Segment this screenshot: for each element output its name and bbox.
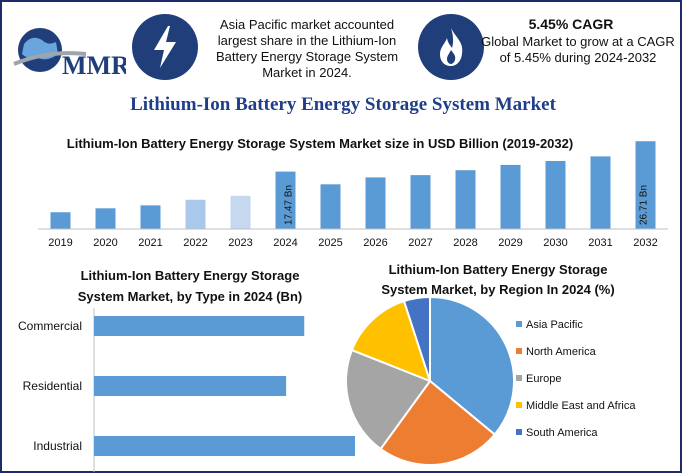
bar-2028: [455, 170, 476, 229]
bar-2026: [365, 177, 386, 229]
region-legend: Asia Pacific North America Europe Middle Ea…: [516, 319, 636, 439]
cagr-title: 5.45% CAGR: [528, 16, 614, 32]
pie-slice-south-america: [402, 295, 431, 382]
bar-2021: [140, 205, 161, 229]
type-chart-bars: Commercial Residential Industrial: [18, 316, 355, 456]
data-label-2032: 26.71 Bn: [639, 185, 650, 225]
info-text-cagr: Global Market to grow at a CAGR of 5.45%…: [481, 34, 675, 65]
bar-2027: [410, 175, 431, 229]
type-label-residential: Residential: [23, 379, 82, 393]
tick-2019: 2019: [48, 237, 72, 249]
bar-2019: [50, 212, 71, 229]
bar-2023: [230, 195, 251, 229]
type-bar-industrial: [94, 436, 355, 456]
bar-2024: [275, 171, 296, 229]
tick-2020: 2020: [93, 237, 117, 249]
mmr-logo: MMR: [8, 20, 130, 86]
region-chart-title-line2: System Market, by Region In 2024 (%): [381, 282, 614, 297]
pie-slice-north-america: [379, 379, 497, 466]
tick-2022: 2022: [183, 237, 207, 249]
legend-label: Middle East and Africa: [526, 400, 636, 412]
type-chart-title-line2: System Market, by Type in 2024 (Bn): [78, 289, 302, 304]
top-chart-ticks: 2019 2020 2021 2022 2023 2024 2025 2026 2027 2028…: [48, 237, 657, 249]
tick-2031: 2031: [588, 237, 612, 249]
legend-swatch: [516, 348, 522, 354]
legend-swatch: [516, 321, 522, 327]
legend-label: South America: [526, 427, 598, 439]
tick-2027: 2027: [408, 237, 432, 249]
tick-2029: 2029: [498, 237, 522, 249]
legend-label: Europe: [526, 373, 561, 385]
bar-2020: [95, 208, 116, 229]
tick-2025: 2025: [318, 237, 342, 249]
flame-icon: [418, 14, 484, 80]
bar-2025: [320, 184, 341, 229]
tick-2021: 2021: [138, 237, 162, 249]
lightning-icon: [132, 14, 198, 80]
legend-swatch: [516, 375, 522, 381]
legend-swatch: [516, 402, 522, 408]
legend-swatch: [516, 429, 522, 435]
top-chart-data-labels: 17.47 Bn 26.71 Bn: [284, 185, 650, 225]
tick-2028: 2028: [453, 237, 477, 249]
data-label-2024: 17.47 Bn: [284, 185, 295, 225]
type-label-industrial: Industrial: [33, 439, 82, 453]
tick-2032: 2032: [633, 237, 657, 249]
tick-2026: 2026: [363, 237, 387, 249]
tick-2030: 2030: [543, 237, 567, 249]
bar-2031: [590, 156, 611, 229]
region-chart-title-line1: Lithium-Ion Battery Energy Storage: [389, 262, 608, 277]
logo-text: MMR: [62, 51, 126, 80]
page-title: Lithium-Ion Battery Energy Storage Syste…: [130, 94, 556, 115]
type-label-commercial: Commercial: [18, 319, 82, 333]
type-bar-commercial: [94, 316, 305, 336]
bar-2022: [185, 199, 206, 229]
info-text-asia: Asia Pacific market accounted largest sh…: [215, 17, 399, 80]
legend-label: North America: [526, 346, 597, 358]
type-chart-title-line1: Lithium-Ion Battery Energy Storage: [81, 268, 300, 283]
top-chart-title: Lithium-Ion Battery Energy Storage Syste…: [67, 136, 573, 151]
type-bar-residential: [94, 376, 287, 396]
bar-2030: [545, 160, 566, 229]
bar-2029: [500, 164, 521, 229]
pie-slice-asia-pacific: [429, 295, 515, 436]
top-chart-bars: [50, 141, 656, 229]
bar-2032: [635, 141, 656, 229]
region-pie: [345, 295, 515, 466]
legend-label: Asia Pacific: [526, 319, 583, 331]
tick-2024: 2024: [273, 237, 297, 249]
pie-slice-europe: [345, 348, 432, 451]
tick-2023: 2023: [228, 237, 252, 249]
